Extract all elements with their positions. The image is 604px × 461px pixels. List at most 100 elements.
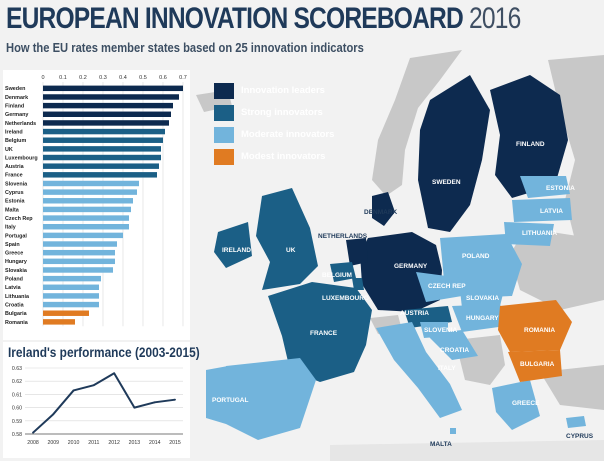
map-region-cyprus (566, 416, 586, 428)
line-chart-title: Ireland's performance (2003-2015) (8, 345, 200, 360)
bar-x-tick-label: 0.1 (59, 75, 67, 81)
legend-item: Modest innovators (214, 146, 334, 167)
bar (43, 284, 99, 290)
map-region-north-africa (330, 440, 604, 461)
bar-category-label: Hungary (5, 259, 27, 265)
line-y-tick-label: 0.59 (12, 419, 22, 425)
map-label-latvia: LATVIA (540, 208, 563, 215)
bar-category-label: Austria (5, 164, 25, 170)
line-x-tick-label: 2011 (88, 440, 99, 446)
bar (43, 180, 139, 187)
bar (43, 146, 161, 152)
map-label-estonia: ESTONIA (546, 185, 575, 192)
bar-category-label: Bulgaria (5, 311, 28, 317)
map-label-czech: CZECH REP (428, 283, 466, 290)
page-title-year: 2016 (468, 2, 521, 35)
bar (43, 206, 131, 213)
line-y-tick-label: 0.62 (12, 379, 22, 385)
bar-x-tick-label: 0 (41, 75, 44, 81)
bar-category-label: Greece (5, 251, 23, 257)
map-label-malta: MALTA (430, 441, 452, 448)
map-label-ireland: IRELAND (222, 247, 251, 254)
bar (43, 128, 165, 135)
bar-category-label: Spain (5, 242, 20, 248)
bar (43, 267, 113, 273)
line-x-tick-label: 2014 (149, 440, 161, 446)
map-label-denmark: DENMARK (364, 209, 398, 216)
map-label-germany: GERMANY (394, 263, 428, 270)
map-region-luxembourg (352, 278, 364, 290)
bar (43, 310, 89, 316)
bar-category-label: Slovakia (5, 268, 28, 274)
map-label-bulgaria: BULGARIA (520, 361, 555, 368)
bar-category-label: Finland (5, 104, 24, 110)
line-y-tick-label: 0.61 (12, 392, 22, 398)
legend-swatch (214, 126, 234, 143)
map-region-ireland (214, 222, 252, 268)
map-region-norway (372, 50, 462, 196)
bar-category-label: UK (5, 147, 13, 153)
line-x-tick-label: 2013 (129, 440, 141, 446)
bar (43, 111, 171, 117)
line-y-tick-label: 0.58 (12, 432, 22, 438)
map-region-russia (548, 55, 604, 250)
bar-category-label: Luxembourg (5, 155, 38, 161)
bar-category-label: Romania (5, 320, 29, 326)
bar (43, 102, 173, 109)
map-label-luxembourg: LUXEMBOURG (322, 295, 369, 302)
bar (43, 275, 101, 282)
bar (43, 189, 137, 195)
bar (43, 137, 163, 143)
map-region-hungary (452, 304, 506, 332)
bar (43, 163, 159, 169)
map-label-portugal: PORTUGAL (212, 397, 249, 404)
legend-swatch (214, 148, 234, 165)
map-label-netherlands: NETHERLANDS (318, 233, 368, 240)
line-point (92, 384, 95, 387)
bar (43, 301, 99, 308)
bar-chart: 0 0.1 0.2 0.3 0.4 0.5 0.6 0.7 Sweden Denmark Finla… (5, 75, 187, 327)
line-point (32, 431, 34, 434)
bar-category-label: Estonia (5, 199, 25, 205)
legend-label: Strong innovators (241, 107, 323, 118)
page-title-main: EUROPEAN INNOVATION SCOREBOARD (6, 2, 464, 35)
map-label-belgium: BELGIUM (322, 272, 352, 279)
bar-chart-panel: 0 0.1 0.2 0.3 0.4 0.5 0.6 0.7 Sweden Denmark Finla… (3, 70, 190, 340)
bar (43, 120, 169, 126)
page-subtitle: How the EU rates member states based on … (6, 40, 364, 55)
bar-category-label: Lithuania (5, 294, 30, 300)
map-label-france: FRANCE (310, 330, 338, 337)
bar-category-label: Malta (5, 207, 20, 213)
map-region-denmark (372, 192, 395, 226)
map-region-latvia (512, 198, 572, 222)
map-label-lithuania: LITHUANIA (522, 230, 557, 237)
map-label-sweden: SWEDEN (432, 179, 461, 186)
bar-x-tick-label: 0.6 (159, 75, 167, 81)
bar (43, 94, 179, 100)
bar (43, 319, 75, 325)
map-region-italy (376, 322, 462, 418)
map-region-belgium (330, 262, 356, 282)
map-region-portugal (206, 366, 228, 424)
bar-category-label: Denmark (5, 95, 28, 101)
legend-swatch (214, 104, 234, 121)
bar-x-tick-label: 0.5 (139, 75, 147, 81)
map-region-germany (360, 232, 442, 312)
legend-item: Moderate innovators (214, 124, 334, 145)
map-region-croatia (426, 330, 478, 360)
bar (43, 85, 183, 92)
map-region-sweden (418, 75, 490, 232)
map-region-greece (492, 380, 540, 430)
map-label-romania: ROMANIA (524, 327, 555, 334)
bar-category-label: Cyprus (5, 190, 24, 196)
map-label-finland: FINLAND (516, 141, 545, 148)
map-label-croatia: CROATIA (440, 347, 469, 354)
bar-category-label: France (5, 173, 23, 179)
map-region-malta (450, 428, 456, 434)
line-y-tick-label: 0.60 (12, 406, 22, 412)
bar-category-label: Latvia (5, 285, 22, 291)
line-point (72, 389, 75, 392)
bar (43, 232, 123, 239)
bar (43, 249, 115, 256)
line-point (52, 413, 55, 416)
